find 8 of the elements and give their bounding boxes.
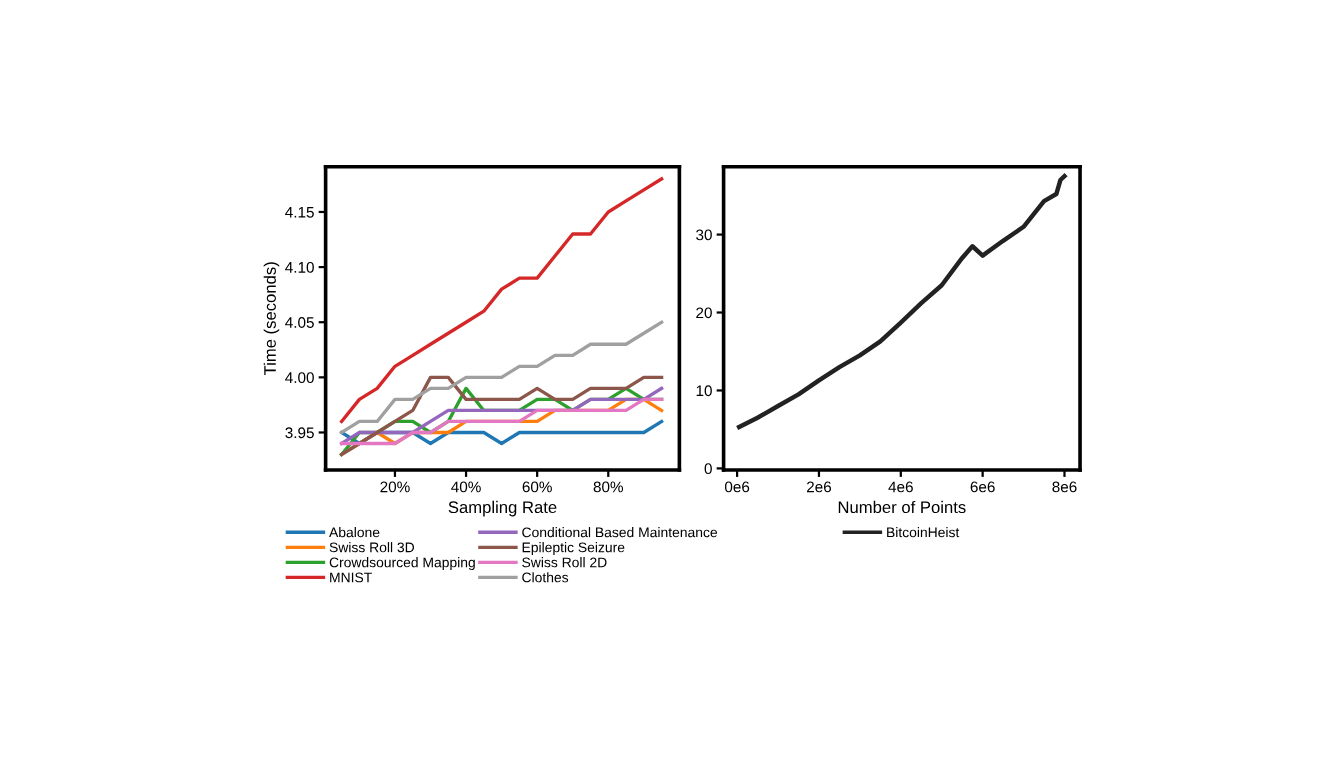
x-axis-title: Sampling Rate (448, 500, 557, 517)
line-series (736, 173, 1067, 430)
line-series (339, 320, 664, 435)
line-series (339, 386, 664, 446)
y-axis-title: Time (seconds) (263, 262, 280, 376)
line-series (339, 177, 664, 424)
line-series (339, 397, 664, 446)
x-axis-title: Number of Points (838, 500, 966, 514)
